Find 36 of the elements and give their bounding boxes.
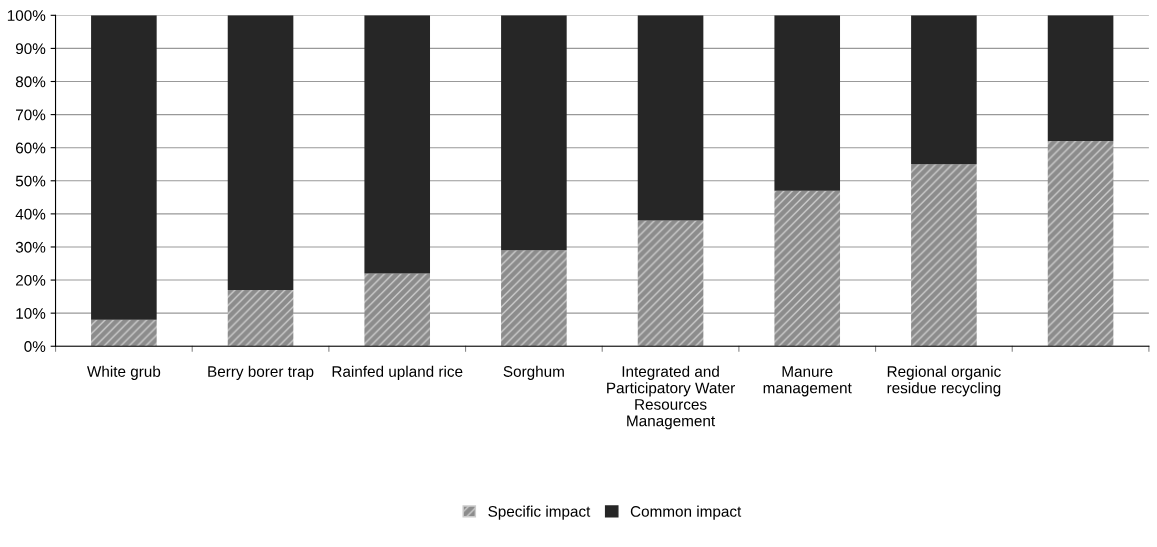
bar bbox=[774, 15, 841, 191]
x-tick-label: Regional organic residue recycling bbox=[887, 365, 1001, 397]
y-tick-label: 0% bbox=[24, 341, 46, 352]
bar bbox=[501, 15, 567, 251]
bar bbox=[1047, 141, 1114, 347]
y-tick-label: 30% bbox=[15, 241, 46, 253]
x-tick-label: Manure management bbox=[763, 366, 852, 397]
bar bbox=[774, 190, 841, 347]
bar bbox=[911, 164, 977, 347]
x-tick-label: Rainfed upland rice bbox=[332, 365, 463, 380]
bar bbox=[637, 15, 704, 221]
legend-label: Specific impact bbox=[488, 505, 591, 520]
y-tick-label: 10% bbox=[16, 308, 46, 319]
bar bbox=[911, 15, 977, 165]
x-tick-label: Sorghum bbox=[503, 365, 564, 380]
y-tick-label: 40% bbox=[15, 208, 46, 220]
y-tick-label: 20% bbox=[16, 274, 46, 286]
y-tick-label: 100% bbox=[7, 10, 46, 21]
bar bbox=[91, 319, 157, 347]
bar bbox=[364, 273, 431, 347]
bar bbox=[91, 15, 157, 320]
y-tick-label: 70% bbox=[16, 109, 46, 121]
bar bbox=[227, 15, 294, 290]
y-tick-label: 60% bbox=[16, 142, 46, 154]
legend-label: Common impact bbox=[630, 505, 742, 520]
y-tick-label: 90% bbox=[15, 43, 46, 55]
y-tick-label: 80% bbox=[15, 76, 46, 88]
y-tick-label: 50% bbox=[15, 175, 46, 187]
bar bbox=[1047, 15, 1114, 142]
bar bbox=[227, 289, 294, 347]
x-tick-label: Integrated and Participatory Water Resources Management bbox=[607, 365, 735, 430]
bar bbox=[364, 15, 431, 274]
bar bbox=[637, 220, 704, 347]
x-tick-label: White grub bbox=[87, 365, 161, 380]
bar bbox=[501, 250, 567, 347]
x-tick-label: Berry borer trap bbox=[208, 365, 314, 380]
